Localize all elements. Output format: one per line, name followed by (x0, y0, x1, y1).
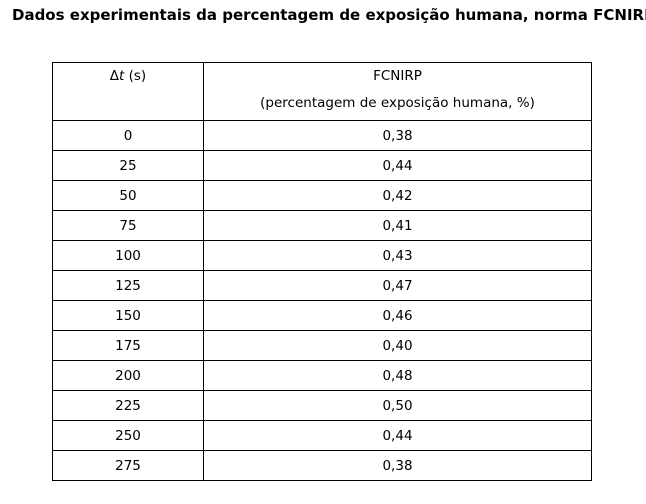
cell-delta-t: 100 (52, 240, 204, 271)
cell-fcnirp-value: 0,48 (203, 360, 592, 391)
cell-fcnirp-value: 0,47 (203, 270, 592, 301)
cell-delta-t: 250 (52, 420, 204, 451)
cell-delta-t: 25 (52, 150, 204, 181)
cell-fcnirp-value: 0,42 (203, 180, 592, 211)
cell-fcnirp-value: 0,44 (203, 420, 592, 451)
cell-delta-t: 50 (52, 180, 204, 211)
cell-delta-t: 75 (52, 210, 204, 241)
cell-fcnirp-value: 0,38 (203, 120, 592, 151)
cell-delta-t: 150 (52, 300, 204, 331)
document-title: Dados experimentais da percentagem de ex… (12, 6, 646, 24)
table-row: 250 0,44 (52, 420, 592, 451)
table-row: 125 0,47 (52, 270, 592, 301)
cell-delta-t: 0 (52, 120, 204, 151)
fcnirp-data-table: Δt (s) FCNIRP (percentagem de exposição … (52, 62, 592, 481)
cell-delta-t: 175 (52, 330, 204, 361)
cell-delta-t: 200 (52, 360, 204, 391)
header-fcnirp-subtitle: (percentagem de exposição humana, %) (260, 95, 535, 111)
header-delta-t-label: Δt (s) (53, 63, 203, 90)
cell-fcnirp-value: 0,38 (203, 450, 592, 481)
cell-fcnirp-value: 0,40 (203, 330, 592, 361)
table-row: 200 0,48 (52, 360, 592, 391)
delta-symbol: Δ (109, 68, 120, 84)
header-delta-t: Δt (s) (52, 62, 204, 121)
cell-fcnirp-value: 0,44 (203, 150, 592, 181)
header-fcnirp: FCNIRP (percentagem de exposição humana,… (203, 62, 592, 121)
table-row: 25 0,44 (52, 150, 592, 181)
table-row: 275 0,38 (52, 450, 592, 481)
cell-fcnirp-value: 0,41 (203, 210, 592, 241)
table-header-row: Δt (s) FCNIRP (percentagem de exposição … (52, 62, 592, 121)
cell-fcnirp-value: 0,50 (203, 390, 592, 421)
cell-delta-t: 125 (52, 270, 204, 301)
table-row: 50 0,42 (52, 180, 592, 211)
table-row: 225 0,50 (52, 390, 592, 421)
table-row: 75 0,41 (52, 210, 592, 241)
cell-delta-t: 275 (52, 450, 204, 481)
table-row: 0 0,38 (52, 120, 592, 151)
cell-fcnirp-value: 0,46 (203, 300, 592, 331)
table-row: 175 0,40 (52, 330, 592, 361)
cell-delta-t: 225 (52, 390, 204, 421)
table-row: 100 0,43 (52, 240, 592, 271)
header-fcnirp-title: FCNIRP (373, 68, 422, 84)
cell-fcnirp-value: 0,43 (203, 240, 592, 271)
time-unit: (s) (124, 68, 147, 84)
time-variable: t (119, 68, 125, 84)
table-row: 150 0,46 (52, 300, 592, 331)
